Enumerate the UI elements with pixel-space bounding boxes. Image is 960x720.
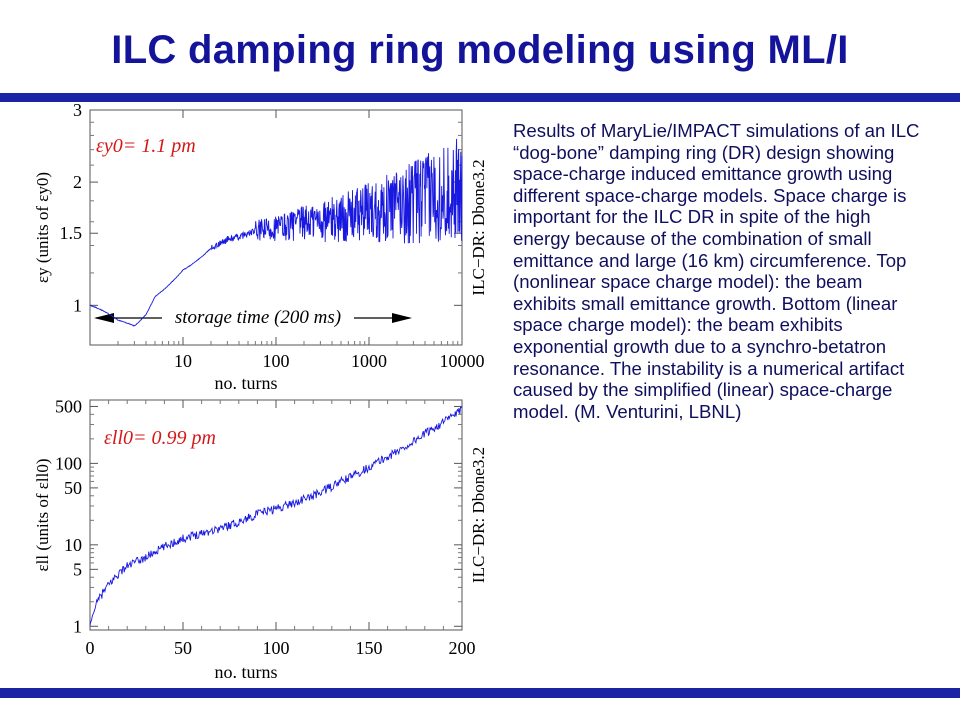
x-axis-label: no. turns [215, 373, 278, 392]
y-tick-label: 3 [73, 100, 82, 120]
x-tick-label: 10000 [440, 351, 485, 371]
x-tick-label: 10 [174, 351, 192, 371]
x-tick-label: 150 [356, 638, 383, 658]
storage-arrow-right-head [392, 313, 412, 323]
y-tick-label: 10 [64, 535, 82, 555]
y-tick-label: 500 [55, 396, 82, 416]
side-label: ILC−DR: Dbone3.2 [469, 447, 488, 583]
y-tick-label: 1.5 [60, 223, 83, 243]
y-tick-label: 1 [73, 616, 82, 636]
series-line-ey [89, 138, 463, 327]
y-tick-label: 100 [55, 453, 82, 473]
x-tick-label: 0 [86, 638, 95, 658]
emittance-annotation: εll0= 0.99 pm [104, 427, 216, 449]
y-axis-label: εy (units of εy0) [33, 172, 52, 283]
top-divider-bar [0, 93, 960, 102]
description-text: Results of MaryLie/IMPACT simulations of… [513, 120, 920, 422]
y-tick-label: 2 [73, 172, 82, 192]
chart-bottom-emittance-longitudinal: 1 5 10 50 100 500 0 50 100 150 200 no. turns εll (un… [33, 396, 488, 682]
x-tick-label: 100 [263, 351, 290, 371]
chart-top-emittance-y: 1 1.5 2 3 10 100 1000 10000 no. turns εy (units o… [33, 100, 488, 392]
y-axis-label: εll (units of εll0) [33, 459, 52, 572]
bottom-divider-bar [0, 688, 960, 698]
storage-time-label: storage time (200 ms) [175, 307, 341, 328]
emittance-annotation: εy0= 1.1 pm [96, 135, 196, 157]
x-tick-label: 1000 [351, 351, 387, 371]
y-tick-label: 50 [64, 478, 82, 498]
slide-title: ILC damping ring modeling using ML/I [111, 28, 849, 72]
y-tick-label: 1 [73, 295, 82, 315]
storage-arrow-left-head [94, 313, 114, 323]
y-tick-label: 5 [73, 559, 82, 579]
series-line-ell [89, 406, 463, 626]
arrow-label-bg [162, 302, 354, 324]
x-tick-label: 100 [263, 638, 290, 658]
x-tick-label: 200 [449, 638, 476, 658]
x-axis-label: no. turns [215, 662, 278, 682]
x-tick-label: 50 [174, 638, 192, 658]
side-label: ILC−DR: Dbone3.2 [469, 159, 488, 295]
